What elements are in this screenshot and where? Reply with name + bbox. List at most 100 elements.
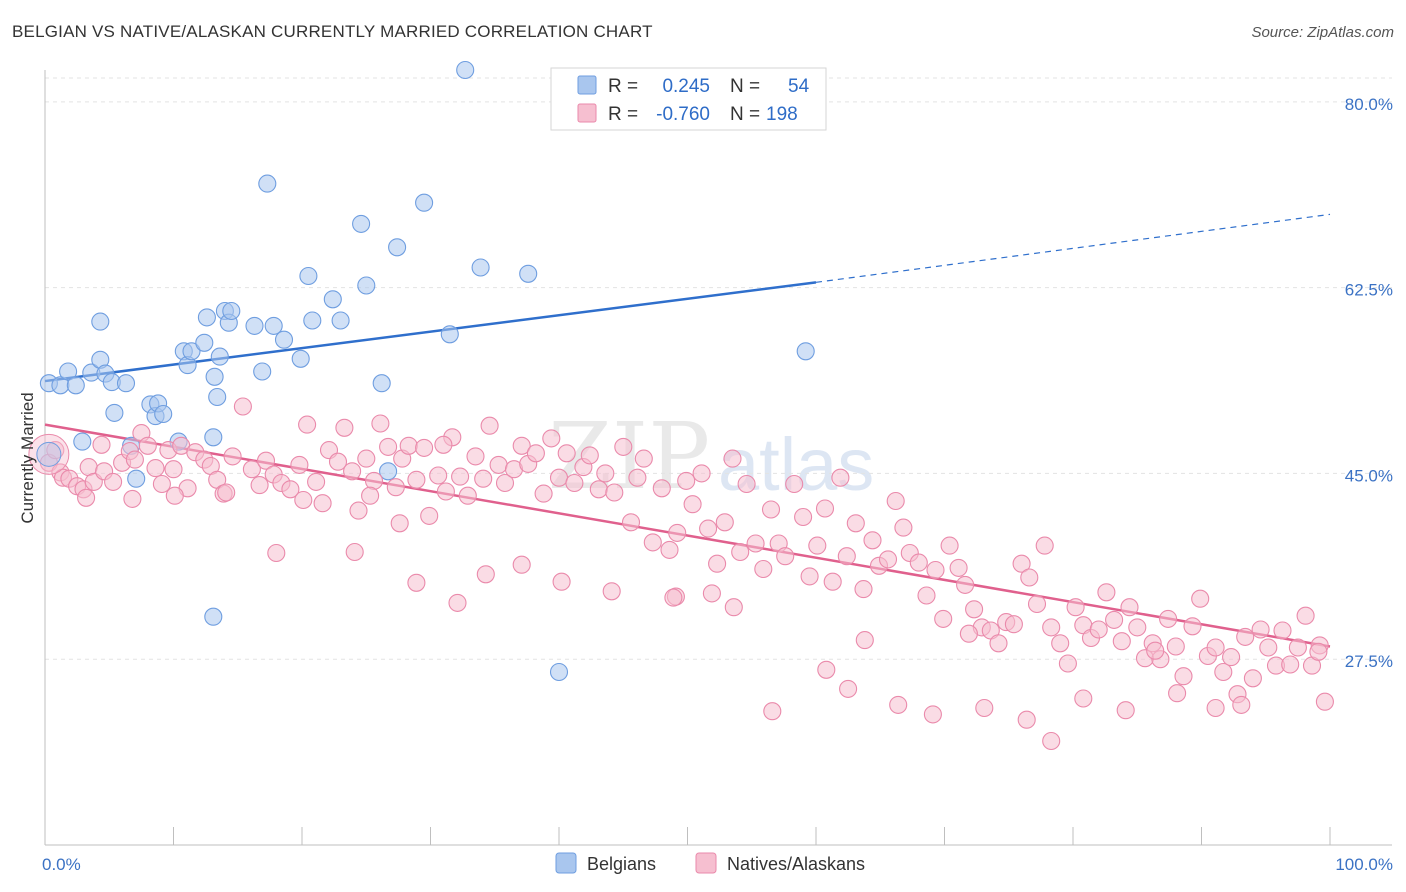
legend-top: R = 0.245 N = 54 R = -0.760 N = 198	[550, 67, 827, 131]
legend-n-value-belgians: 54	[788, 76, 810, 97]
natives-point-180	[1206, 698, 1225, 718]
belgians-point-13	[127, 469, 146, 488]
natives-point-54	[420, 506, 439, 525]
natives-point-86	[668, 523, 687, 542]
belgians-point-42	[352, 214, 371, 233]
natives-point-87	[677, 471, 696, 490]
natives-point-105	[815, 499, 835, 518]
natives-point-51	[399, 436, 418, 455]
belgians-point-44	[372, 374, 391, 393]
natives-point-129	[1004, 615, 1023, 634]
belgians-point-46	[388, 238, 407, 257]
legend-top-box	[550, 67, 827, 131]
natives-point-123	[956, 575, 975, 594]
natives-point-118	[917, 586, 936, 605]
x-tick-label-0: 0.0%	[42, 855, 81, 874]
natives-point-144	[1120, 598, 1139, 617]
natives-point-185	[702, 584, 721, 603]
natives-point-192	[407, 573, 426, 592]
natives-point-188	[552, 572, 571, 591]
natives-point-181	[1232, 695, 1251, 714]
natives-point-91	[708, 554, 727, 573]
natives-point-182	[1042, 731, 1061, 751]
belgians-point-49	[471, 258, 490, 277]
natives-point-90	[699, 519, 718, 538]
belgians-point-30	[205, 367, 224, 386]
belgians-point-37	[291, 349, 310, 368]
natives-point-184	[724, 598, 743, 617]
natives-point-152	[1183, 617, 1202, 636]
natives-point-170	[1315, 692, 1334, 711]
belgians-point-53	[796, 342, 815, 361]
belgians-point-7	[91, 312, 110, 331]
natives-point-167	[1296, 606, 1315, 625]
natives-point-120	[934, 609, 953, 628]
legend-bottom-label-natives: Natives/Alaskans	[727, 854, 865, 874]
natives-point-109	[846, 514, 865, 533]
natives-point-113	[878, 550, 898, 569]
belgians-cluster-marker	[36, 441, 62, 467]
natives-point-150	[1166, 637, 1185, 656]
belgians-point-2	[59, 362, 78, 381]
y-tick-label-0: 27.5%	[1345, 652, 1393, 671]
natives-point-39	[313, 494, 332, 513]
natives-point-177	[1074, 689, 1093, 708]
belgians-point-17	[154, 404, 173, 424]
natives-point-11	[104, 472, 123, 491]
natives-point-199	[217, 483, 236, 502]
natives-point-134	[1042, 618, 1061, 637]
belgians-point-34	[258, 174, 277, 193]
belgians-point-40	[323, 290, 342, 309]
legend-r-label-natives: R =	[608, 104, 638, 125]
natives-point-151	[1174, 667, 1193, 686]
belgians-point-43	[357, 276, 376, 295]
natives-cluster-marker	[28, 433, 70, 475]
belgians-point-31	[208, 387, 227, 407]
natives-point-189	[512, 555, 531, 574]
belgians-point-47	[415, 193, 434, 212]
natives-point-142	[1105, 610, 1124, 629]
legend-n-label-natives: N =	[730, 104, 760, 125]
natives-point-206	[1146, 641, 1165, 660]
natives-point-161	[1251, 620, 1270, 639]
natives-point-108	[837, 547, 856, 566]
natives-point-29	[233, 397, 252, 416]
natives-point-20	[164, 460, 183, 479]
legend-bottom-swatch-belgians	[555, 852, 577, 874]
natives-point-174	[923, 705, 942, 724]
natives-point-14	[125, 450, 144, 469]
natives-point-55	[429, 466, 448, 485]
natives-point-77	[596, 464, 615, 483]
legend-n-label-belgians: N =	[730, 76, 760, 97]
natives-point-94	[731, 542, 750, 562]
natives-point-42	[335, 418, 354, 437]
natives-point-35	[281, 480, 300, 499]
natives-point-145	[1128, 618, 1147, 637]
natives-point-187	[602, 582, 621, 601]
natives-point-156	[1214, 662, 1233, 682]
natives-point-149	[1159, 609, 1178, 628]
y-axis-label: Currently Married	[18, 392, 37, 523]
natives-point-61	[474, 469, 493, 488]
belgians-point-21	[182, 342, 201, 361]
natives-point-30	[242, 460, 261, 479]
natives-point-41	[328, 452, 348, 471]
natives-point-132	[1027, 594, 1047, 614]
natives-point-37	[298, 415, 317, 434]
natives-point-114	[886, 491, 905, 511]
natives-point-75	[580, 446, 599, 465]
belgians-point-39	[303, 311, 322, 330]
natives-point-45	[357, 449, 376, 468]
belgians-point-26	[210, 347, 229, 366]
natives-point-194	[390, 514, 409, 533]
natives-point-205	[959, 624, 978, 643]
natives-point-48	[379, 437, 398, 456]
x-tick-label-1: 100.0%	[1335, 855, 1393, 874]
natives-point-28	[223, 447, 242, 466]
natives-point-31	[250, 476, 269, 495]
y-tick-label-1: 45.0%	[1345, 466, 1393, 485]
natives-point-173	[889, 695, 908, 714]
natives-point-89	[692, 464, 711, 483]
natives-point-106	[823, 572, 842, 591]
natives-point-64	[495, 473, 515, 493]
